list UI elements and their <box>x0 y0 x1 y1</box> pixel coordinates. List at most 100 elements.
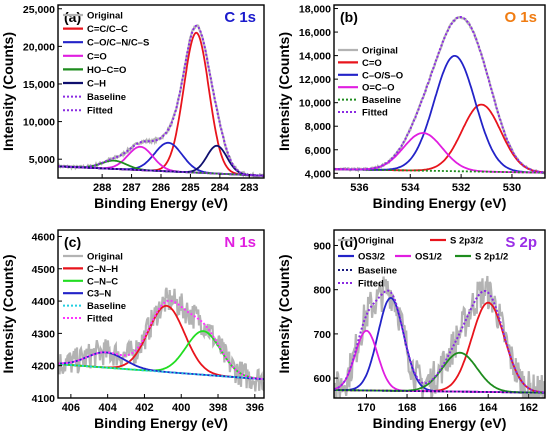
legend-label-2: C–O/C–N/C–S <box>87 38 149 49</box>
panel-c: 406 404 402 400 398 396 4100 4200 4300 4400 4500 46… <box>0 229 265 431</box>
x-tick-label: 400 <box>172 402 190 414</box>
baseline-series <box>58 165 264 177</box>
x-tick-label: 284 <box>211 182 230 194</box>
legend-label-5: Fitted <box>87 314 113 325</box>
legend-label-0: Original <box>87 11 123 22</box>
panel-title: S 2p <box>505 234 537 251</box>
x-tick-label: 406 <box>62 402 80 414</box>
panel-title: N 1s <box>224 234 256 251</box>
y-tick-label: 5,000 <box>29 154 55 166</box>
x-tick-label: 285 <box>181 182 199 194</box>
original-series <box>58 287 264 392</box>
panel-a: 288 287 286 285 284 283 5,000 10,000 15,000 20,00… <box>0 4 265 211</box>
legend-label-6: Baseline <box>87 92 126 103</box>
original-series <box>334 275 545 398</box>
x-axis-label: Binding Energy (eV) <box>94 415 228 431</box>
legend-label-4: Baseline <box>362 95 401 106</box>
x-tick-label: 536 <box>350 182 368 194</box>
x-tick-label: 170 <box>357 402 375 414</box>
legend-label-3: C=O <box>87 51 107 62</box>
x-tick-label: 164 <box>479 402 498 414</box>
y-tick-label: 16,000 <box>299 27 331 39</box>
x-axis-label: Binding Energy (eV) <box>94 195 228 211</box>
legend-label-1: C=O <box>362 58 382 69</box>
component-series-3 <box>334 351 545 394</box>
fitted-series <box>58 299 264 381</box>
x-tick-label: 283 <box>240 182 258 194</box>
plot-frame <box>333 4 546 179</box>
y-axis-label: Intensity (Counts) <box>0 32 16 151</box>
legend: Original C=C/C–C C–O/C–N/C–S C=O HO–C=O C–H Ba… <box>63 11 149 117</box>
legend-label-5: C–H <box>87 79 106 90</box>
panel-b: 536 534 532 530 4,000 6,000 8,000 10,000 12,000 1… <box>276 4 546 211</box>
baseline-series <box>334 389 545 394</box>
legend-label-3: OS1/2 <box>415 252 442 263</box>
y-tick-label: 900 <box>313 240 331 252</box>
x-tick-label: 396 <box>246 402 264 414</box>
x-tick-label: 166 <box>438 402 456 414</box>
y-tick-label: 6,000 <box>305 145 331 157</box>
x-axis-label: Binding Energy (eV) <box>373 415 507 431</box>
legend-label-1: S 2p3/2 <box>450 236 483 247</box>
legend-label-1: C–N–H <box>87 264 118 275</box>
legend-label-5: Baseline <box>358 266 397 277</box>
x-tick-label: 286 <box>152 182 170 194</box>
y-axis-label: Intensity (Counts) <box>276 255 292 374</box>
y-tick-label: 4500 <box>32 264 56 276</box>
baseline-series <box>334 168 545 174</box>
x-tick-label: 532 <box>452 182 470 194</box>
y-tick-label: 800 <box>313 285 331 297</box>
y-tick-label: 4300 <box>32 328 56 340</box>
legend-label-0: Original <box>358 236 394 247</box>
plot-frame <box>333 229 546 399</box>
legend-label-4: S 2p1/2 <box>475 252 508 263</box>
x-tick-label: 287 <box>122 182 140 194</box>
x-tick-label: 288 <box>93 182 111 194</box>
legend-label-2: C–O/S–O <box>362 70 403 81</box>
y-tick-label: 4100 <box>32 393 56 405</box>
x-tick-label: 402 <box>135 402 153 414</box>
y-tick-label: 4600 <box>32 231 56 243</box>
legend-label-0: Original <box>87 252 123 263</box>
y-tick-label: 18,000 <box>299 4 331 16</box>
y-tick-label: 700 <box>313 329 331 341</box>
fitted-series <box>334 15 545 174</box>
panel-label: (a) <box>64 9 81 25</box>
y-tick-label: 600 <box>313 373 331 385</box>
panel-d: 170 168 166 164 162 600 700 800 900 Binding Energ… <box>276 229 546 431</box>
legend-label-3: C3–N <box>87 289 111 300</box>
y-tick-label: 25,000 <box>23 4 55 16</box>
y-axis-label: Intensity (Counts) <box>0 255 16 374</box>
y-axis-label: Intensity (Counts) <box>276 32 292 151</box>
fitted-series <box>334 289 545 394</box>
panel-label: (d) <box>340 234 358 250</box>
y-tick-label: 4,000 <box>305 168 331 180</box>
legend-label-4: HO–C=O <box>87 65 126 76</box>
legend-label-4: Baseline <box>87 301 126 312</box>
x-tick-label: 404 <box>98 402 117 414</box>
y-tick-label: 12,000 <box>299 74 331 86</box>
legend-label-6: Fitted <box>358 279 384 290</box>
x-tick-label: 162 <box>520 402 538 414</box>
y-tick-label: 4400 <box>32 296 56 308</box>
y-tick-label: 15,000 <box>23 79 55 91</box>
panel-label: (b) <box>340 9 358 25</box>
y-tick-label: 14,000 <box>299 51 331 63</box>
y-tick-label: 4200 <box>32 361 56 373</box>
panel-title: C 1s <box>224 9 256 26</box>
x-axis-label: Binding Energy (eV) <box>373 195 507 211</box>
y-tick-label: 10,000 <box>23 117 55 129</box>
plot-area <box>334 275 545 398</box>
panel-label: (c) <box>64 234 81 250</box>
legend-label-2: C–N–C <box>87 276 118 287</box>
x-tick-label: 534 <box>401 182 420 194</box>
plot-frame <box>57 229 265 399</box>
x-tick-label: 168 <box>398 402 416 414</box>
legend: Original S 2p3/2 OS3/2 OS1/2 S 2p1/2 Baseline… <box>338 236 508 290</box>
legend-label-0: Original <box>362 46 398 57</box>
panel-title: O 1s <box>504 9 537 26</box>
component-series-4 <box>58 144 264 177</box>
legend-label-1: C=C/C–C <box>87 24 128 35</box>
